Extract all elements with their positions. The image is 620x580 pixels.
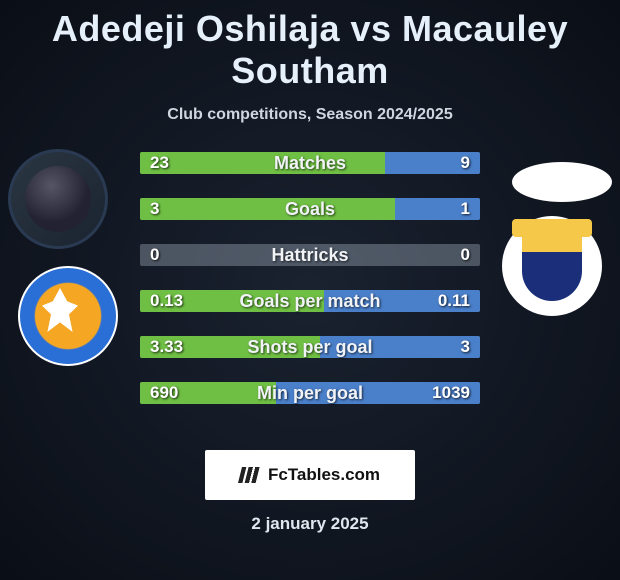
stat-bars: 239Matches 31Goals 00Hattricks 0.130.11Goal… — [140, 146, 480, 422]
player2-avatar — [512, 162, 612, 202]
crest-icon — [522, 231, 582, 301]
source-label: FcTables.com — [268, 465, 380, 485]
stat-label: Goals per match — [140, 284, 480, 318]
stat-row: 6901039Min per goal — [140, 376, 480, 408]
stat-row: 0.130.11Goals per match — [140, 284, 480, 316]
source-badge: FcTables.com — [205, 450, 415, 500]
player1-avatar — [8, 149, 108, 249]
stat-label: Matches — [140, 146, 480, 180]
stat-row: 3.333Shots per goal — [140, 330, 480, 362]
stat-row: 00Hattricks — [140, 238, 480, 270]
player-silhouette-icon — [25, 166, 91, 232]
player1-club-badge — [18, 266, 118, 366]
page-title: Adedeji Oshilaja vs Macauley Southam — [0, 0, 620, 92]
stat-label: Shots per goal — [140, 330, 480, 364]
comparison-panel: 239Matches 31Goals 00Hattricks 0.130.11Goal… — [0, 144, 620, 424]
stat-row: 239Matches — [140, 146, 480, 178]
fctables-logo-icon — [238, 467, 264, 483]
player2-club-badge — [502, 216, 602, 316]
stat-label: Goals — [140, 192, 480, 226]
date-label: 2 january 2025 — [0, 514, 620, 534]
subtitle: Club competitions, Season 2024/2025 — [0, 106, 620, 124]
stat-label: Hattricks — [140, 238, 480, 272]
stat-label: Min per goal — [140, 376, 480, 410]
stat-row: 31Goals — [140, 192, 480, 224]
